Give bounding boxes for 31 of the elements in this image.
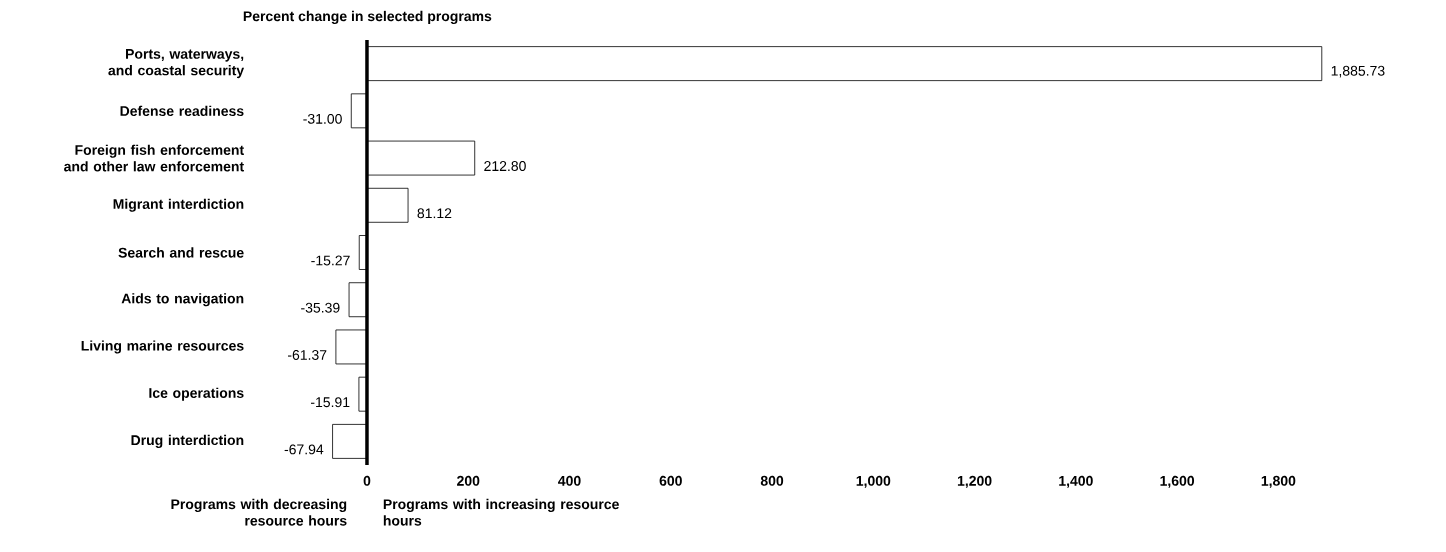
x-tick-label: 1,400 [1059, 475, 1093, 488]
x-tick-label: 1,800 [1261, 475, 1296, 488]
x-tick-label: 1,600 [1160, 475, 1195, 488]
data-label: -67.94 [284, 444, 324, 455]
y-tick-label: Migrant interdiction [113, 198, 244, 212]
y-tick-label: Defense readiness [120, 105, 244, 116]
data-label: -15.27 [311, 255, 350, 266]
y-tick-label: Living marine resources [81, 340, 244, 354]
x-tick-label: 0 [363, 475, 371, 486]
x-tick-label: 600 [659, 475, 682, 486]
text: Programs with decreasing resource hours [171, 498, 347, 526]
x-tick-label: 800 [760, 475, 784, 486]
data-label: 81.12 [417, 208, 452, 219]
data-label: -35.39 [301, 302, 340, 313]
y-tick-label: Drug interdiction [131, 434, 244, 448]
data-label: -31.00 [303, 113, 342, 124]
y-tick-label: Aids to navigation [121, 293, 244, 307]
y-tick-label: Search and rescue [118, 247, 244, 258]
x-tick-label: 1,000 [856, 475, 891, 488]
y-tick-label: Ports, waterways, and coastal security [108, 49, 245, 79]
x-tick-label: 1,200 [957, 475, 992, 488]
data-label: 1,885.73 [1331, 65, 1385, 78]
y-tick-label: Ice operations [149, 387, 244, 401]
chart-title: Percent change in selected programs [243, 10, 492, 24]
x-tick-label: 200 [457, 475, 480, 486]
data-label: -61.37 [287, 349, 327, 360]
data-label: 212.80 [484, 161, 526, 172]
y-tick-label: Foreign fish enforcement and other law enforcement [64, 144, 244, 172]
data-label: -15.91 [310, 397, 350, 408]
text: Programs with increasing resource hours [383, 498, 619, 526]
x-tick-label: 400 [558, 475, 581, 486]
